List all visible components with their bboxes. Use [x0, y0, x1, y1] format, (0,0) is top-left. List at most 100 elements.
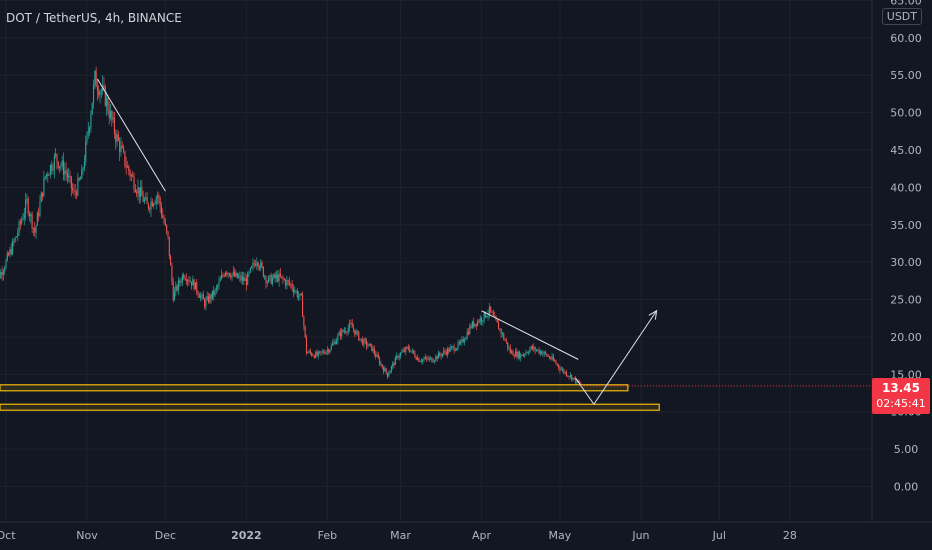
candle-body [376, 354, 378, 357]
candle-body [504, 339, 506, 341]
candle-body [104, 86, 106, 106]
candle-body [497, 322, 500, 330]
candle-body [96, 86, 99, 91]
candle-body [31, 214, 33, 229]
candle-body [75, 192, 78, 196]
candle-body [38, 213, 40, 216]
candle-body [172, 281, 174, 301]
candle-body [325, 351, 327, 354]
candle-body [239, 275, 241, 277]
candle-body [437, 352, 439, 359]
price-tick-label: 0.00 [894, 481, 919, 494]
candle-body [447, 348, 449, 355]
candle-body [98, 90, 100, 96]
candle-body [143, 199, 146, 202]
candle-body [283, 279, 285, 281]
candle-body [262, 266, 264, 277]
candle-body [55, 153, 57, 156]
candle-body [551, 356, 553, 360]
candle-body [384, 368, 386, 372]
candle-body [487, 313, 489, 317]
candle-body [60, 165, 62, 167]
candle-body [490, 306, 492, 312]
candle-body [11, 241, 14, 254]
candle-body [335, 340, 338, 345]
candle-body [270, 275, 272, 284]
candle-body [363, 339, 365, 345]
candle-body [529, 349, 531, 353]
candle-body [342, 329, 344, 332]
candle-body [285, 280, 287, 286]
candle-body [427, 358, 429, 360]
candle-body [2, 271, 4, 275]
candle-body [465, 337, 467, 341]
candle-body [142, 195, 144, 202]
time-tick-label: 2022 [231, 529, 262, 542]
candle-body [77, 178, 79, 196]
candle-body [550, 358, 552, 360]
candle-body [8, 253, 10, 256]
candle-body [441, 353, 443, 357]
candle-body [243, 276, 245, 281]
candle-body [129, 171, 131, 177]
candle-body [44, 176, 46, 179]
candle-body [558, 364, 560, 368]
bar-countdown: 02:45:41 [876, 396, 926, 410]
candle-body [460, 341, 462, 344]
trendline [97, 78, 166, 192]
candle-body [210, 294, 212, 299]
candle-body [86, 133, 88, 142]
candle-body [367, 345, 369, 347]
candle-body [572, 377, 574, 380]
candle-body [155, 197, 157, 204]
candle-body [265, 276, 267, 284]
price-tick-label: 20.00 [890, 331, 922, 344]
candle-body [247, 273, 249, 285]
candle-body [198, 295, 200, 298]
candle-body [329, 349, 331, 353]
price-tick-label: 25.00 [890, 294, 922, 307]
candle-body [162, 214, 164, 218]
candle-body [288, 281, 291, 284]
candle-body [95, 70, 97, 87]
candle-body [170, 256, 172, 266]
candle-body [303, 316, 305, 326]
candle-body [473, 321, 475, 327]
candle-body [478, 320, 480, 323]
price-axis-panel[interactable] [872, 0, 932, 522]
candle-body [392, 363, 394, 367]
candle-body [109, 111, 112, 118]
candle-body [458, 342, 460, 344]
candle-body [235, 272, 237, 277]
candle-body [513, 355, 515, 357]
candle-body [149, 208, 151, 210]
time-axis-panel[interactable] [0, 522, 872, 550]
candle-body [219, 278, 221, 282]
candle-body [181, 275, 183, 283]
candle-body [278, 273, 280, 282]
symbol-title[interactable]: DOT / TetherUS, 4h, BINANCE [6, 11, 182, 25]
candle-body [416, 357, 419, 360]
candle-body [202, 294, 204, 300]
candle-body [47, 174, 49, 176]
candle-body [402, 350, 404, 352]
candle-body [474, 323, 476, 327]
price-tick-label: 65.00 [890, 0, 922, 7]
candle-body [163, 217, 165, 223]
candle-body [415, 357, 417, 360]
candle-body [396, 355, 398, 358]
candle-body [213, 290, 215, 296]
candle-body [466, 331, 468, 338]
candle-body [82, 168, 84, 170]
candle-body [356, 331, 358, 332]
candle-body [245, 278, 247, 285]
candle-body [300, 293, 302, 296]
candle-body [358, 331, 360, 341]
candle-body [74, 191, 76, 193]
currency-unit-badge[interactable]: USDT [881, 8, 922, 25]
candle-body [309, 351, 311, 354]
candle-body [21, 219, 23, 224]
candle-body [70, 176, 72, 189]
candle-body [119, 140, 121, 153]
